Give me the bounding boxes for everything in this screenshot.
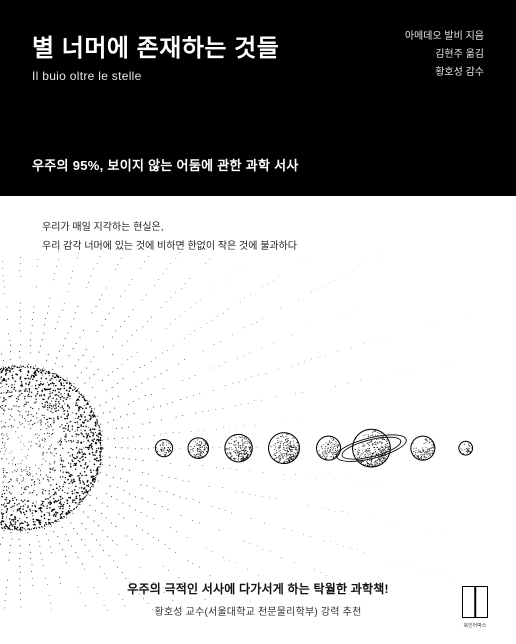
quote-line-1: 우리가 매일 지각하는 현실은, (42, 218, 297, 237)
credit-author: 아메데오 발비 지음 (405, 28, 484, 46)
credit-reviewer: 황호성 감수 (405, 64, 484, 82)
body-white: 우리가 매일 지각하는 현실은, 우리 감각 너머에 있는 것에 비하면 한없이… (0, 196, 516, 644)
publisher-name: 북인어박스 (463, 622, 487, 629)
credits-block: 아메데오 발비 지음 김현주 옮김 황호성 감수 (405, 28, 484, 82)
credit-translator: 김현주 옮김 (405, 46, 484, 64)
subtitle: 우주의 95%, 보이지 않는 어둠에 관한 과학 서사 (32, 155, 299, 174)
publisher-logo-icon: 북인어박스 (462, 586, 488, 618)
footer-block: 우주의 극적인 서사에 다가서게 하는 탁월한 과학책! 황호성 교수(서울대학… (0, 580, 516, 618)
footer-main: 우주의 극적인 서사에 다가서게 하는 탁월한 과학책! (0, 580, 516, 597)
solar-system-illustration (0, 251, 516, 611)
header-black: 별 너머에 존재하는 것들 Il buio oltre le stelle 아메… (0, 0, 516, 196)
footer-sub: 황호성 교수(서울대학교 천문물리학부) 강력 추천 (0, 603, 516, 618)
